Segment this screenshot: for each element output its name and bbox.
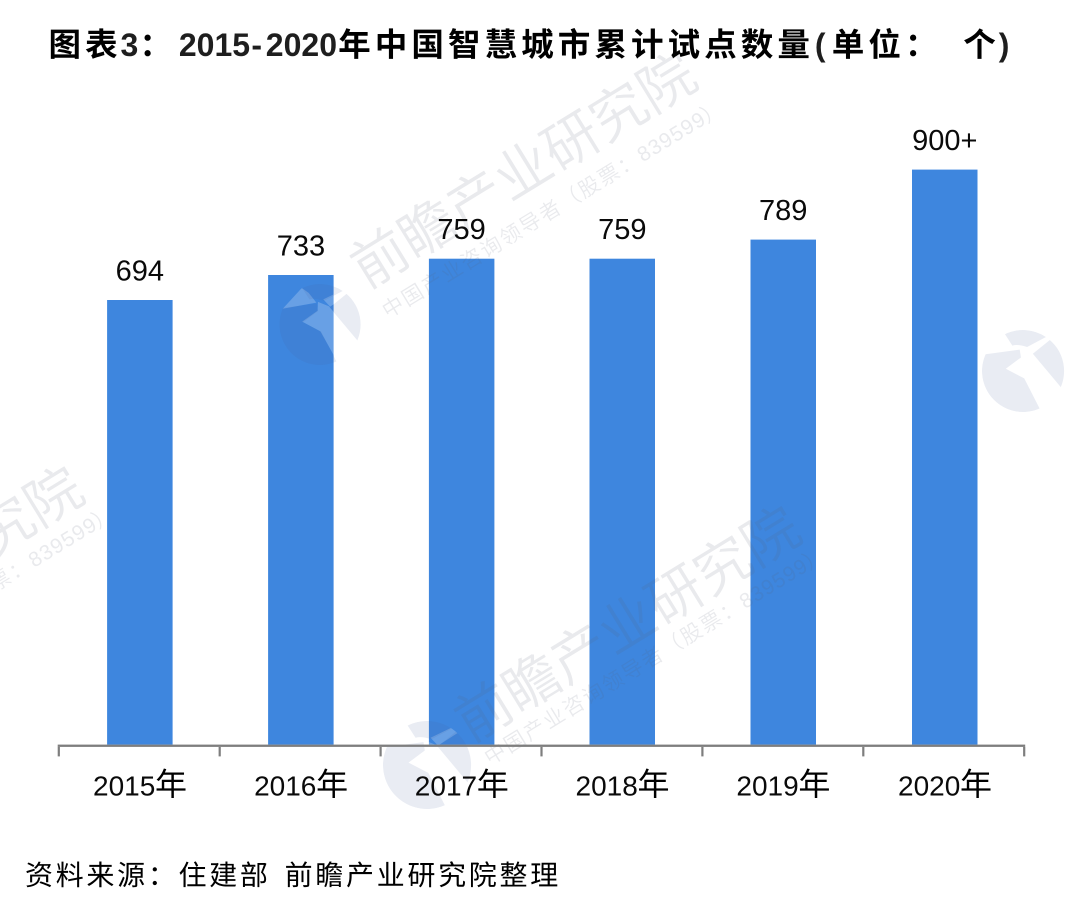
svg-text:2019: 2019 [736,771,798,802]
svg-text:2020: 2020 [266,27,337,63]
svg-text:-: - [251,27,262,63]
svg-text:789: 789 [759,195,807,227]
svg-text:): ) [999,27,1010,63]
svg-text:2020: 2020 [898,771,960,802]
svg-text:2015: 2015 [179,27,250,63]
svg-text:839599: 839599 [25,513,102,572]
svg-text:(: ( [815,27,826,63]
svg-text:759: 759 [598,214,646,246]
svg-text:2016: 2016 [254,771,316,802]
svg-text:2017: 2017 [415,771,477,802]
svg-text:3: 3 [121,27,139,63]
svg-text:694: 694 [116,256,164,288]
svg-text:839599: 839599 [633,107,710,166]
svg-text:900+: 900+ [912,125,977,157]
svg-text:759: 759 [437,214,485,246]
svg-text:2018: 2018 [576,771,638,802]
svg-text:2015: 2015 [93,771,155,802]
svg-text:733: 733 [277,231,325,263]
